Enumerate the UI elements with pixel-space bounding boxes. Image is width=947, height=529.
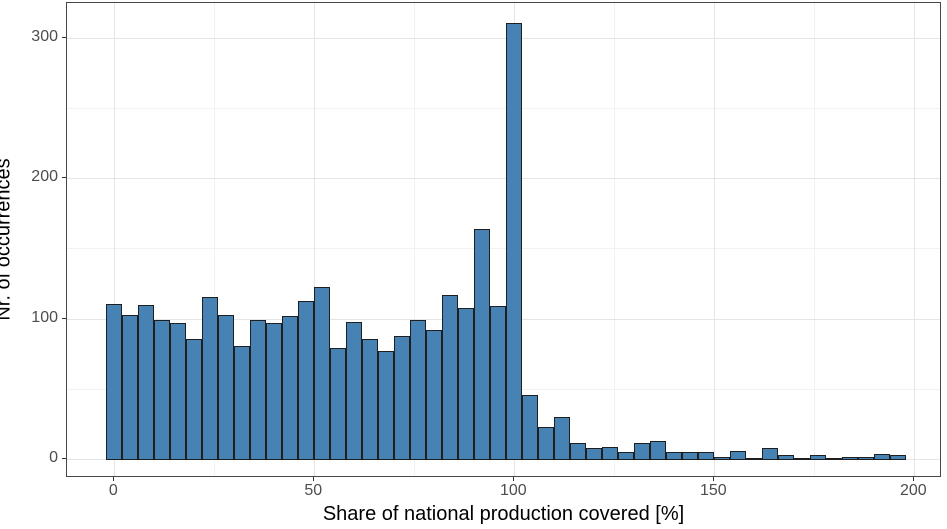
- grid-minor-vline: [214, 3, 216, 476]
- histogram-bar: [650, 441, 667, 460]
- histogram-bar: [106, 303, 123, 460]
- histogram-bar: [186, 338, 203, 460]
- histogram-bar: [602, 446, 619, 460]
- histogram-bar: [570, 442, 587, 460]
- histogram-bar: [202, 296, 219, 460]
- y-tick-mark: [62, 36, 66, 38]
- grid-major-hline: [67, 178, 940, 180]
- histogram-bar: [730, 450, 747, 460]
- histogram-bar: [330, 348, 347, 460]
- grid-minor-vline: [614, 3, 616, 476]
- x-axis-title: Share of national production covered [%]: [322, 503, 685, 525]
- x-tick-mark: [713, 477, 715, 481]
- x-tick-mark: [313, 477, 315, 481]
- histogram-bar: [410, 320, 427, 460]
- histogram-bar: [746, 458, 763, 460]
- histogram-bar: [218, 314, 235, 460]
- histogram-bar: [698, 452, 715, 460]
- histogram-bar: [618, 452, 635, 460]
- histogram-bar: [154, 320, 171, 460]
- y-tick-mark: [62, 177, 66, 179]
- x-tick-label: 200: [899, 482, 927, 499]
- histogram-bar: [522, 394, 539, 460]
- histogram-bar: [714, 456, 731, 460]
- y-tick-mark: [62, 458, 66, 459]
- histogram-bar: [890, 455, 907, 460]
- grid-minor-hline: [67, 248, 940, 250]
- x-tick-label: 50: [304, 482, 323, 499]
- grid-minor-vline: [814, 3, 816, 476]
- histogram-bar: [634, 442, 651, 460]
- grid-major-vline: [914, 3, 916, 476]
- histogram-bar: [810, 455, 827, 460]
- y-tick-label: 100: [31, 308, 58, 326]
- grid-major-vline: [714, 3, 716, 476]
- y-tick-label: 200: [31, 168, 58, 186]
- y-tick-label: 300: [31, 27, 58, 45]
- histogram-bar: [442, 295, 459, 460]
- histogram-bar: [762, 448, 779, 460]
- x-tick-mark: [113, 477, 115, 481]
- histogram-bar: [554, 417, 571, 460]
- grid-major-vline: [314, 3, 316, 476]
- grid-minor-vline: [414, 3, 416, 476]
- x-tick-label: 0: [108, 482, 118, 499]
- histogram-bar: [826, 458, 843, 460]
- histogram-bar: [458, 307, 475, 460]
- grid-major-hline: [67, 37, 940, 39]
- y-tick-label: 0: [49, 449, 58, 466]
- histogram-bar: [490, 306, 507, 460]
- histogram-bar: [138, 304, 155, 460]
- histogram-bar: [666, 452, 683, 460]
- histogram-bar: [122, 314, 139, 460]
- histogram-bar: [314, 286, 331, 460]
- histogram-bar: [474, 229, 491, 460]
- grid-minor-hline: [67, 108, 940, 109]
- histogram-bar: [682, 452, 699, 460]
- x-tick-label: 150: [699, 482, 727, 499]
- histogram-bar: [538, 427, 555, 460]
- histogram-bar: [362, 338, 379, 460]
- histogram-bar: [378, 351, 395, 460]
- histogram-bar: [170, 323, 187, 460]
- y-tick-mark: [62, 317, 66, 319]
- histogram-bar: [426, 330, 443, 460]
- x-tick-mark: [513, 477, 515, 481]
- grid-major-vline: [114, 3, 116, 476]
- histogram-bar: [250, 320, 267, 460]
- histogram-bar: [506, 22, 523, 460]
- histogram-bar: [266, 323, 283, 460]
- histogram-bar: [858, 456, 875, 460]
- x-tick-label: 100: [499, 482, 527, 499]
- histogram-bar: [842, 456, 859, 460]
- histogram-bar: [794, 458, 811, 460]
- y-axis-title: Nr. of occurrences: [0, 158, 15, 321]
- plot-panel: [66, 2, 941, 477]
- histogram-bar: [282, 316, 299, 460]
- histogram-bar: [874, 453, 891, 460]
- histogram-bar: [778, 455, 795, 460]
- histogram-bar: [346, 321, 363, 460]
- histogram-bar: [394, 335, 411, 460]
- histogram-bar: [234, 345, 251, 460]
- x-tick-mark: [913, 477, 915, 481]
- histogram-bar: [586, 448, 603, 460]
- histogram-bar: [298, 300, 315, 460]
